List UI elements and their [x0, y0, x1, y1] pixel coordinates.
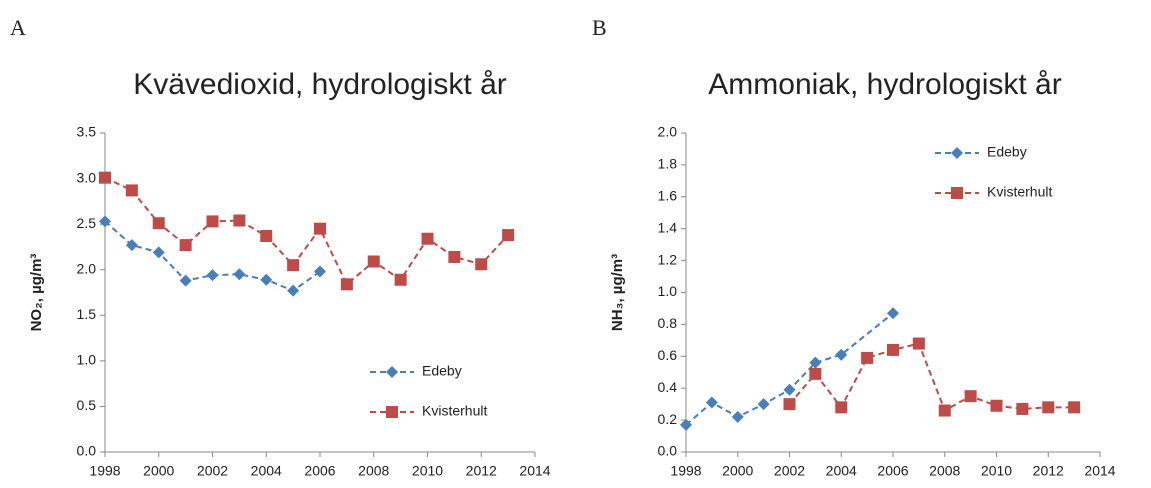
marker — [314, 265, 326, 278]
marker — [731, 410, 744, 423]
y-axis-label: NO₂, µg/m³ — [28, 254, 45, 332]
marker — [206, 269, 219, 282]
marker — [1068, 401, 1081, 414]
marker — [912, 337, 925, 350]
y-tick-label: 1.5 — [77, 306, 97, 322]
marker — [990, 399, 1003, 412]
x-tick-label: 2002 — [774, 463, 805, 479]
x-tick-label: 2008 — [929, 463, 960, 479]
marker — [340, 278, 353, 291]
marker — [964, 390, 977, 403]
marker — [233, 214, 246, 227]
series-line — [788, 342, 1075, 412]
legend-marker — [951, 187, 963, 199]
panel-label: A — [10, 15, 26, 40]
chart-title: Kvävedioxid, hydrologiskt år — [133, 68, 507, 101]
y-tick-label: 2.5 — [77, 215, 97, 231]
marker — [680, 418, 692, 431]
panel-label: B — [592, 15, 607, 40]
marker — [125, 184, 138, 197]
legend-marker — [386, 406, 398, 418]
x-tick-label: 2012 — [466, 463, 497, 479]
marker — [502, 229, 515, 242]
marker — [1042, 401, 1055, 414]
y-tick-label: 3.0 — [77, 169, 97, 185]
x-tick-label: 2004 — [826, 463, 857, 479]
y-tick-label: 0.4 — [658, 379, 678, 395]
marker — [287, 284, 300, 297]
marker — [861, 351, 874, 364]
y-tick-label: 0.8 — [658, 315, 678, 331]
marker — [475, 258, 488, 271]
marker — [887, 343, 899, 356]
marker — [99, 215, 111, 228]
x-tick-label: 2000 — [722, 463, 753, 479]
marker — [448, 250, 461, 263]
x-tick-label: 1998 — [89, 463, 120, 479]
marker — [179, 239, 192, 252]
marker — [809, 367, 822, 380]
y-tick-label: 0.0 — [658, 443, 678, 459]
marker — [835, 401, 848, 414]
y-tick-label: 2.0 — [658, 124, 678, 140]
x-tick-label: 1998 — [670, 463, 701, 479]
series-line — [104, 176, 509, 286]
y-tick-label: 1.4 — [658, 219, 678, 235]
marker — [152, 246, 165, 259]
y-axis-label: NH₃, µg/m³ — [609, 254, 626, 331]
marker — [152, 217, 165, 230]
y-tick-label: 3.5 — [77, 124, 97, 140]
x-tick-label: 2006 — [877, 463, 908, 479]
x-tick-label: 2014 — [1084, 463, 1115, 479]
marker — [757, 398, 770, 411]
marker — [179, 274, 192, 287]
marker — [809, 356, 822, 369]
marker — [705, 396, 718, 409]
y-tick-label: 2.0 — [77, 260, 97, 276]
x-tick-label: 2014 — [519, 463, 550, 479]
marker — [783, 398, 796, 411]
y-tick-label: 0.5 — [77, 397, 97, 413]
x-tick-label: 2002 — [197, 463, 228, 479]
x-tick-label: 2012 — [1033, 463, 1064, 479]
marker — [260, 273, 273, 286]
y-tick-label: 0.2 — [658, 411, 678, 427]
legend-label: Kvisterhult — [422, 403, 487, 419]
legend-label: Edeby — [987, 144, 1027, 160]
marker — [835, 348, 848, 361]
marker — [394, 273, 407, 286]
marker — [421, 232, 434, 245]
marker — [1016, 402, 1029, 415]
y-tick-label: 1.0 — [77, 352, 97, 368]
marker — [125, 239, 138, 252]
y-tick-label: 0.6 — [658, 347, 678, 363]
x-tick-label: 2000 — [143, 463, 174, 479]
x-tick-label: 2004 — [251, 463, 282, 479]
marker — [314, 222, 326, 235]
y-tick-label: 1.6 — [658, 188, 678, 204]
marker — [287, 259, 300, 272]
y-tick-label: 1.2 — [658, 251, 678, 267]
y-tick-label: 1.0 — [658, 283, 678, 299]
legend-marker — [951, 147, 963, 159]
legend-label: Kvisterhult — [987, 184, 1052, 200]
y-tick-label: 1.8 — [658, 156, 678, 172]
marker — [260, 229, 273, 242]
marker — [99, 171, 111, 184]
marker — [367, 255, 380, 268]
chart-title: Ammoniak, hydrologiskt år — [708, 68, 1061, 101]
x-tick-label: 2010 — [412, 463, 443, 479]
marker — [783, 383, 796, 396]
y-tick-label: 0.0 — [77, 443, 97, 459]
x-tick-label: 2006 — [304, 463, 335, 479]
marker — [233, 268, 246, 281]
marker — [887, 307, 899, 320]
legend-marker — [386, 366, 398, 378]
x-tick-label: 2008 — [358, 463, 389, 479]
legend-label: Edeby — [422, 363, 462, 379]
x-tick-label: 2010 — [981, 463, 1012, 479]
marker — [206, 215, 219, 228]
marker — [938, 404, 951, 417]
